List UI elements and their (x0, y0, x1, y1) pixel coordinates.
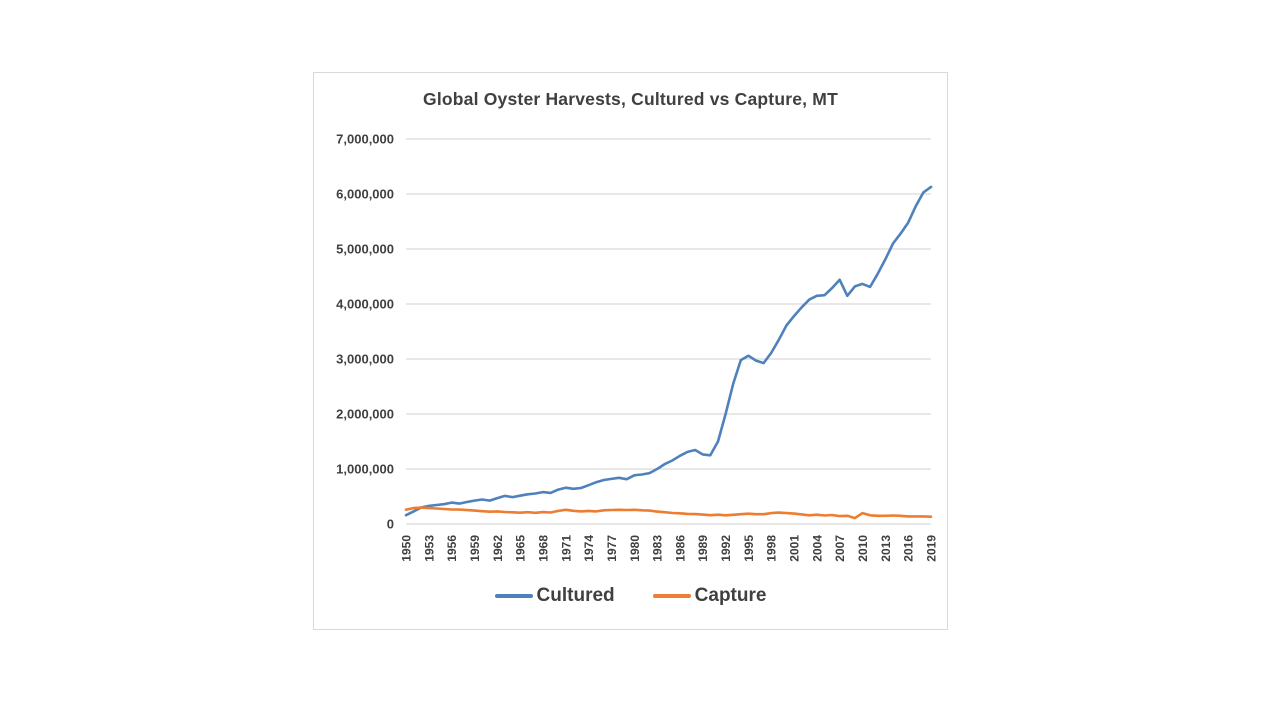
x-axis-tick-label: 1986 (673, 535, 687, 562)
legend-label-cultured: Cultured (536, 585, 615, 606)
x-axis-tick-label: 2019 (925, 535, 939, 562)
x-axis-tick-label: 1950 (400, 535, 414, 562)
x-axis-tick-label: 2016 (902, 535, 916, 562)
x-axis-tick-label: 2004 (810, 535, 824, 562)
x-axis-tick-label: 1995 (742, 535, 756, 562)
x-axis-tick-label: 2013 (879, 535, 893, 562)
y-axis-tick-label: 6,000,000 (336, 187, 394, 202)
y-axis-tick-label: 7,000,000 (336, 132, 394, 147)
y-axis-tick-label: 3,000,000 (336, 352, 394, 367)
capture-series-line (404, 506, 933, 520)
x-axis-tick-label: 1998 (765, 535, 779, 562)
x-axis-tick-label: 2007 (833, 535, 847, 562)
chart-legend: Cultured Capture (314, 585, 947, 607)
chart-container: Global Oyster Harvests, Cultured vs Capt… (313, 72, 948, 630)
cultured-series-line (404, 185, 933, 517)
x-axis-tick-label: 1968 (536, 535, 550, 562)
x-axis-tick-label: 1992 (719, 535, 733, 562)
y-axis-tick-label: 1,000,000 (336, 462, 394, 477)
x-axis-tick-label: 1980 (628, 535, 642, 562)
x-axis-tick-label: 1977 (605, 535, 619, 562)
legend-label-capture: Capture (694, 585, 767, 606)
line-chart-plot-area: 0 1,000,000 2,000,000 3,000,000 4,000,000 5,0… (336, 132, 939, 562)
cultured-line-swatch-icon (494, 594, 533, 598)
x-axis-tick-label: 1965 (514, 535, 528, 562)
x-axis-tick-label: 1962 (491, 535, 505, 562)
x-axis-tick-label: 1989 (696, 535, 710, 562)
x-axis-tick-label: 1959 (468, 535, 482, 562)
x-axis-tick-label: 1974 (582, 535, 596, 562)
capture-line-swatch-icon (652, 594, 691, 598)
y-axis-tick-label: 2,000,000 (336, 407, 394, 422)
x-axis-tick-label: 1983 (651, 535, 665, 562)
chart-title: Global Oyster Harvests, Cultured vs Capt… (423, 89, 838, 109)
x-axis-tick-label: 2010 (856, 535, 870, 562)
x-axis-tick-label: 2001 (788, 535, 802, 562)
y-axis-tick-label: 0 (387, 517, 394, 532)
y-axis-tick-label: 5,000,000 (336, 242, 394, 257)
legend-item-capture: Capture (652, 585, 767, 607)
y-axis-tick-label: 4,000,000 (336, 297, 394, 312)
x-axis-tick-label: 1956 (445, 535, 459, 562)
legend-item-cultured: Cultured (494, 585, 615, 607)
x-axis-tick-label: 1953 (422, 535, 436, 562)
x-axis-tick-label: 1971 (559, 535, 573, 562)
